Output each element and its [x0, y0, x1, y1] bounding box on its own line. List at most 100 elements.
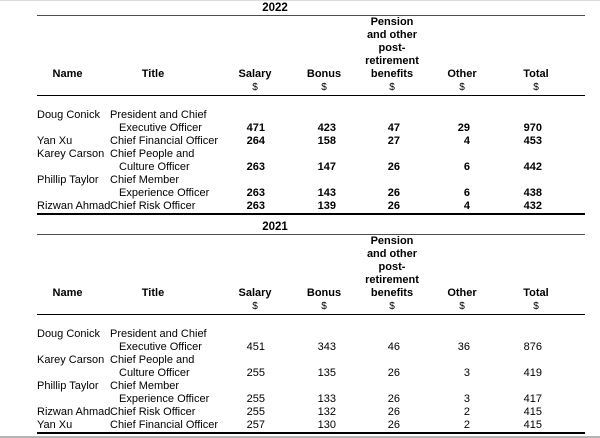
pension-value: 26 — [387, 393, 400, 405]
other-value — [428, 354, 496, 367]
title-cell: Chief Member — [110, 174, 180, 186]
other-currency-label: $ — [428, 81, 496, 96]
bonus-value — [292, 328, 356, 341]
salary-value — [218, 148, 292, 161]
salary-value: 451 — [246, 341, 265, 353]
name-cell — [37, 187, 110, 200]
salary-value: 471 — [246, 122, 265, 134]
spacer-cell — [576, 161, 585, 174]
other-value: 3 — [463, 367, 470, 379]
bonus-value: 423 — [317, 122, 336, 134]
pension-header-line: benefits — [370, 68, 414, 80]
table-row: Rizwan Ahmad Chief Risk Officer 255 132 … — [37, 406, 585, 419]
pension-value: 26 — [387, 161, 400, 173]
salary-value — [218, 354, 292, 367]
spacer-cell — [576, 148, 585, 161]
title-cell: Chief Financial Officer — [110, 419, 219, 434]
salary-value: 255 — [246, 367, 265, 379]
total-header: Total — [523, 287, 549, 299]
salary-value: 263 — [246, 187, 265, 199]
title-cell: Executive Officer — [119, 341, 202, 353]
pension-header-line: benefits — [370, 287, 414, 299]
pension-value — [356, 328, 428, 341]
title-cell: Chief People and — [110, 354, 195, 366]
table-row: Phillip Taylor Chief Member — [37, 174, 585, 187]
name-cell — [37, 341, 110, 354]
year-divider — [37, 234, 585, 235]
other-value — [428, 380, 496, 393]
compensation-table-2021: Name Title Salary Bonus Pension and othe… — [37, 235, 585, 434]
other-value — [428, 328, 496, 341]
title-cell: Executive Officer — [119, 122, 202, 134]
pension-header-line: retirement — [365, 55, 419, 67]
spacer-cell — [576, 328, 585, 341]
pension-header-line: and other — [366, 248, 418, 260]
pension-header-line: Pension — [370, 16, 414, 28]
spacer-cell — [576, 109, 585, 122]
salary-value: 263 — [218, 200, 292, 215]
spacer-cell — [576, 200, 585, 215]
spacer-cell — [576, 300, 585, 315]
pension-value — [356, 148, 428, 161]
pension-currency-label: $ — [356, 300, 428, 315]
table-row: Doug Conick President and Chief — [37, 109, 585, 122]
bonus-value — [292, 380, 356, 393]
total-value: 417 — [523, 393, 542, 405]
other-header: Other — [447, 287, 477, 299]
name-cell: Yan Xu — [37, 135, 73, 147]
pension-value: 26 — [387, 187, 400, 199]
spacer-cell — [576, 406, 585, 419]
bonus-value — [292, 174, 356, 187]
title-cell: Experience Officer — [119, 187, 210, 199]
spacer-cell — [110, 81, 218, 96]
salary-value — [218, 174, 292, 187]
other-value: 2 — [428, 419, 496, 434]
total-value: 970 — [523, 122, 542, 134]
spacer-cell — [37, 315, 585, 329]
name-cell: Rizwan Ahmad — [37, 406, 111, 418]
spacer-cell — [576, 341, 585, 354]
name-cell: Rizwan Ahmad — [37, 200, 111, 215]
bonus-value — [292, 354, 356, 367]
name-cell — [37, 393, 110, 406]
other-value: 4 — [428, 200, 496, 215]
salary-value: 257 — [218, 419, 292, 434]
bonus-value: 139 — [292, 200, 356, 215]
pension-value: 46 — [387, 341, 400, 353]
spacer-row — [37, 315, 585, 329]
table-row: Doug Conick President and Chief — [37, 328, 585, 341]
pension-header-line: Pension — [370, 235, 414, 247]
bonus-value: 132 — [317, 406, 336, 418]
pension-header-line: retirement — [365, 274, 419, 286]
spacer-cell — [576, 393, 585, 406]
spacer-cell — [110, 300, 218, 315]
salary-value: 264 — [246, 135, 265, 147]
spacer-cell — [37, 300, 110, 315]
name-cell: Doug Conick — [37, 109, 100, 121]
pension-value — [356, 109, 428, 122]
pension-value — [356, 380, 428, 393]
other-value — [428, 109, 496, 122]
bonus-currency-label: $ — [292, 300, 356, 315]
column-header-row: Name Title Salary Bonus Pension and othe… — [37, 235, 585, 300]
bonus-value — [292, 109, 356, 122]
total-value: 438 — [523, 187, 542, 199]
table-row: Karey Carson Chief People and — [37, 148, 585, 161]
total-value — [496, 380, 576, 393]
table-row: Yan Xu Chief Financial Officer 264 158 2… — [37, 135, 585, 148]
title-header: Title — [141, 68, 165, 80]
title-cell: Culture Officer — [119, 161, 190, 173]
total-value — [496, 148, 576, 161]
title-cell: President and Chief — [110, 109, 207, 121]
name-cell: Phillip Taylor — [37, 174, 99, 186]
other-value: 2 — [463, 406, 470, 418]
name-cell: Karey Carson — [37, 148, 105, 160]
bonus-value: 343 — [317, 341, 336, 353]
pension-value: 26 — [387, 367, 400, 379]
spacer-cell — [576, 135, 585, 148]
total-value: 453 — [523, 135, 542, 147]
salary-value: 255 — [246, 393, 265, 405]
table-row: Yan Xu Chief Financial Officer 257 130 2… — [37, 419, 585, 434]
pension-header-line: and other — [366, 29, 418, 41]
